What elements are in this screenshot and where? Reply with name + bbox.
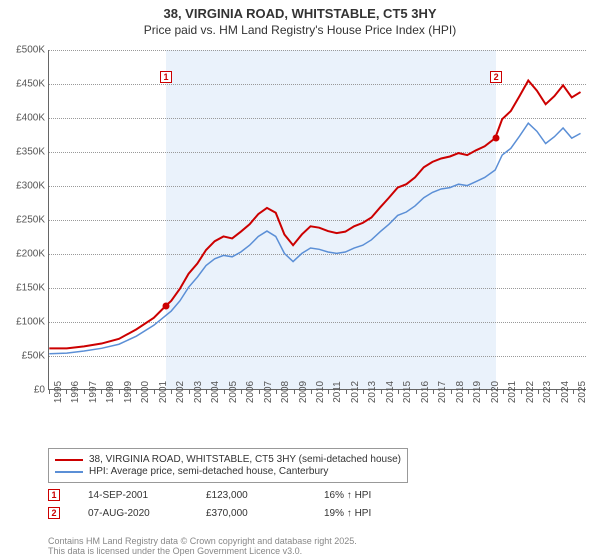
x-axis-label: 2004 (206, 381, 221, 403)
x-axis-label: 1998 (101, 381, 116, 403)
price-chart: £0£50K£100K£150K£200K£250K£300K£350K£400… (48, 50, 586, 420)
x-axis-label: 2001 (154, 381, 169, 403)
x-axis-label: 2023 (538, 381, 553, 403)
event-dot (163, 303, 170, 310)
event-delta: 19% ↑ HPI (324, 508, 414, 519)
event-date: 07-AUG-2020 (88, 508, 178, 519)
x-axis-label: 2013 (363, 381, 378, 403)
y-axis-label: £250K (16, 215, 45, 226)
event-row: 2 07-AUG-2020 £370,000 19% ↑ HPI (48, 507, 586, 519)
x-axis-label: 2021 (503, 381, 518, 403)
x-axis-label: 2007 (259, 381, 274, 403)
legend-label: HPI: Average price, semi-detached house,… (89, 466, 328, 477)
x-axis-label: 1996 (66, 381, 81, 403)
x-axis-label: 2000 (136, 381, 151, 403)
x-axis-label: 2011 (328, 381, 343, 403)
y-axis-label: £450K (16, 79, 45, 90)
x-axis-label: 1997 (84, 381, 99, 403)
y-axis-label: £400K (16, 113, 45, 124)
legend-swatch (55, 459, 83, 461)
x-axis-label: 1999 (119, 381, 134, 403)
x-axis-label: 2009 (294, 381, 309, 403)
legend-row: HPI: Average price, semi-detached house,… (55, 466, 401, 477)
event-row: 1 14-SEP-2001 £123,000 16% ↑ HPI (48, 489, 586, 501)
y-axis-label: £150K (16, 283, 45, 294)
x-axis-label: 2010 (311, 381, 326, 403)
x-axis-label: 2020 (486, 381, 501, 403)
legend-label: 38, VIRGINIA ROAD, WHITSTABLE, CT5 3HY (… (89, 454, 401, 465)
x-axis-label: 2012 (346, 381, 361, 403)
x-axis-label: 2022 (521, 381, 536, 403)
event-marker: 2 (490, 71, 502, 83)
x-axis-label: 2002 (171, 381, 186, 403)
y-axis-label: £0 (34, 385, 45, 396)
x-axis-label: 2008 (276, 381, 291, 403)
event-date: 14-SEP-2001 (88, 490, 178, 501)
event-marker: 1 (160, 71, 172, 83)
y-axis-label: £300K (16, 181, 45, 192)
x-axis-label: 2025 (573, 381, 588, 403)
plot-area: £0£50K£100K£150K£200K£250K£300K£350K£400… (48, 50, 586, 390)
legend-swatch (55, 471, 83, 473)
event-price: £123,000 (206, 490, 296, 501)
x-axis-label: 2016 (416, 381, 431, 403)
y-axis-label: £500K (16, 45, 45, 56)
y-axis-label: £350K (16, 147, 45, 158)
x-axis-label: 2005 (224, 381, 239, 403)
x-axis-label: 2015 (398, 381, 413, 403)
event-marker: 1 (48, 489, 60, 501)
legend-area: 38, VIRGINIA ROAD, WHITSTABLE, CT5 3HY (… (48, 448, 586, 519)
x-axis-label: 2006 (241, 381, 256, 403)
y-axis-label: £100K (16, 317, 45, 328)
attribution-text: Contains HM Land Registry data © Crown c… (48, 536, 357, 556)
title-address: 38, VIRGINIA ROAD, WHITSTABLE, CT5 3HY (0, 6, 600, 21)
event-delta: 16% ↑ HPI (324, 490, 414, 501)
x-axis-label: 2017 (433, 381, 448, 403)
title-subtitle: Price paid vs. HM Land Registry's House … (0, 23, 600, 37)
x-axis-label: 2003 (189, 381, 204, 403)
event-dot (493, 135, 500, 142)
series-line (49, 81, 580, 349)
y-axis-label: £200K (16, 249, 45, 260)
event-rows: 1 14-SEP-2001 £123,000 16% ↑ HPI 2 07-AUG-202… (48, 489, 586, 519)
x-axis-label: 2019 (468, 381, 483, 403)
x-axis-label: 2024 (556, 381, 571, 403)
x-axis-label: 2018 (451, 381, 466, 403)
x-axis-label: 1995 (49, 381, 64, 403)
series-line (49, 123, 580, 354)
event-price: £370,000 (206, 508, 296, 519)
legend-box: 38, VIRGINIA ROAD, WHITSTABLE, CT5 3HY (… (48, 448, 408, 483)
event-marker: 2 (48, 507, 60, 519)
y-axis-label: £50K (22, 351, 45, 362)
chart-lines (49, 50, 586, 389)
legend-row: 38, VIRGINIA ROAD, WHITSTABLE, CT5 3HY (… (55, 454, 401, 465)
x-axis-label: 2014 (381, 381, 396, 403)
